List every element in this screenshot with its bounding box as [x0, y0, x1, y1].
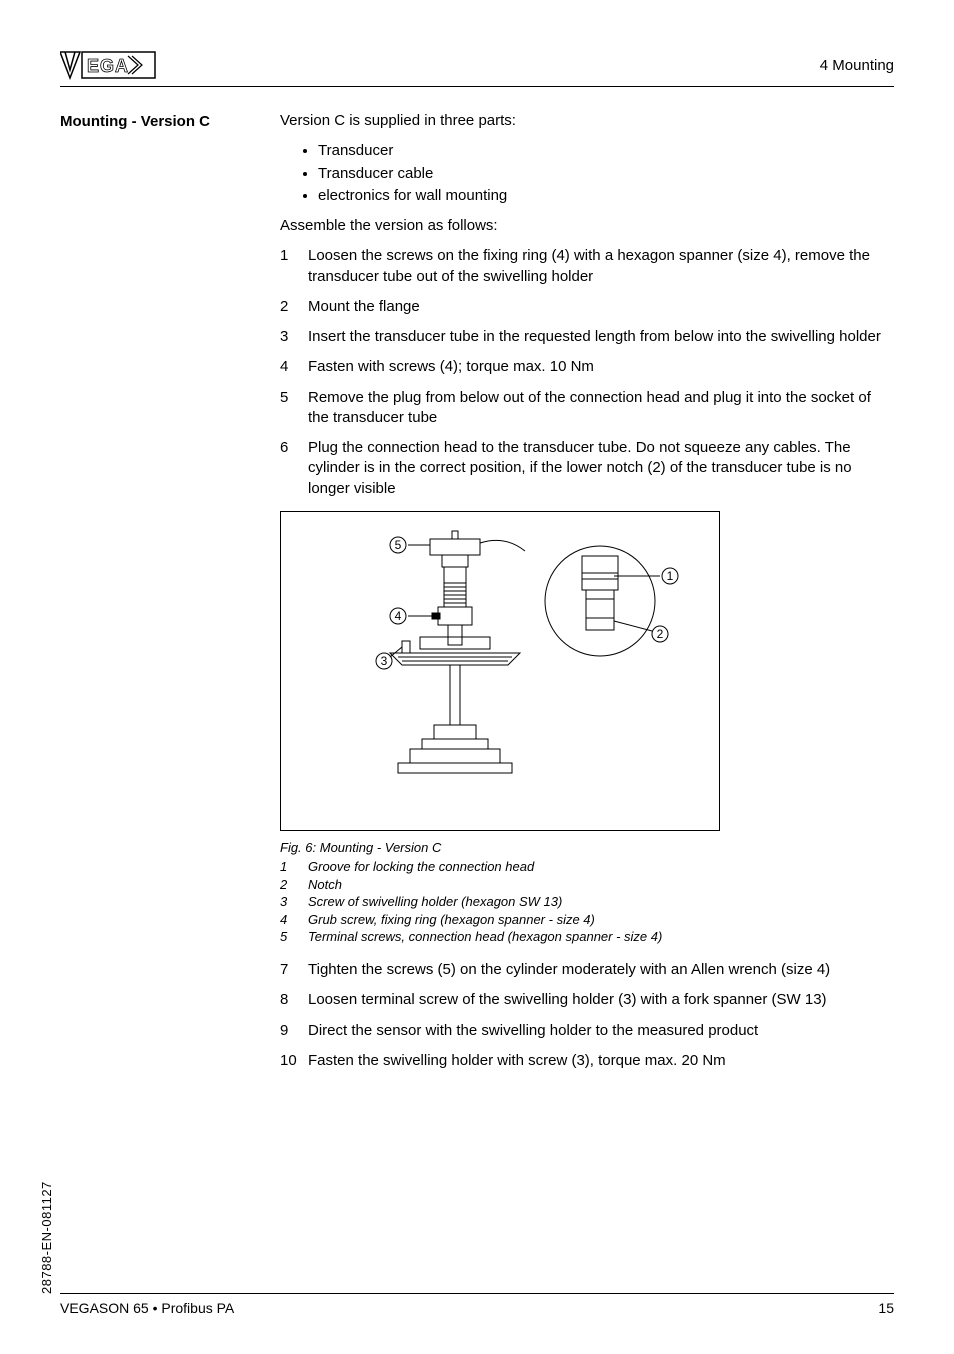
- doc-code-vertical: 28788-EN-081127: [39, 1181, 54, 1294]
- footer-page-number: 15: [878, 1300, 894, 1316]
- callout-4: 4: [395, 609, 402, 623]
- page-header: EGA 4 Mounting: [60, 50, 894, 87]
- step-item: 10Fasten the swivelling holder with scre…: [280, 1051, 894, 1071]
- steps-list-b: 7Tighten the screws (5) on the cylinder …: [280, 960, 894, 1071]
- header-section-label: 4 Mounting: [820, 57, 894, 74]
- brand-logo: EGA: [60, 50, 160, 80]
- page-footer: VEGASON 65 • Profibus PA 15: [60, 1293, 894, 1316]
- main-content: Version C is supplied in three parts: Tr…: [280, 111, 894, 1083]
- step-item: 9Direct the sensor with the swivelling h…: [280, 1021, 894, 1041]
- step-item: 5Remove the plug from below out of the c…: [280, 388, 894, 429]
- intro-text: Version C is supplied in three parts:: [280, 111, 894, 131]
- step-item: 8Loosen terminal screw of the swivelling…: [280, 990, 894, 1010]
- callout-3: 3: [381, 654, 388, 668]
- step-item: 7Tighten the screws (5) on the cylinder …: [280, 960, 894, 980]
- callout-5: 5: [395, 538, 402, 552]
- footer-left: VEGASON 65 • Profibus PA: [60, 1300, 234, 1316]
- callout-1: 1: [667, 569, 674, 583]
- figure-legend: 1Groove for locking the connection head …: [280, 858, 894, 946]
- figure: 5 4 3 1 2: [280, 511, 720, 831]
- list-item: Transducer: [318, 141, 894, 161]
- assemble-text: Assemble the version as follows:: [280, 216, 894, 236]
- svg-text:EGA: EGA: [87, 56, 129, 76]
- step-item: 6Plug the connection head to the transdu…: [280, 438, 894, 499]
- step-item: 4Fasten with screws (4); torque max. 10 …: [280, 357, 894, 377]
- list-item: Transducer cable: [318, 164, 894, 184]
- steps-list-a: 1Loosen the screws on the fixing ring (4…: [280, 246, 894, 499]
- section-heading: Mounting - Version C: [60, 113, 280, 130]
- parts-list: Transducer Transducer cable electronics …: [280, 141, 894, 206]
- step-item: 2Mount the flange: [280, 297, 894, 317]
- step-item: 1Loosen the screws on the fixing ring (4…: [280, 246, 894, 287]
- callout-2: 2: [657, 627, 664, 641]
- figure-caption: Fig. 6: Mounting - Version C: [280, 839, 894, 857]
- list-item: electronics for wall mounting: [318, 186, 894, 206]
- step-item: 3Insert the transducer tube in the reque…: [280, 327, 894, 347]
